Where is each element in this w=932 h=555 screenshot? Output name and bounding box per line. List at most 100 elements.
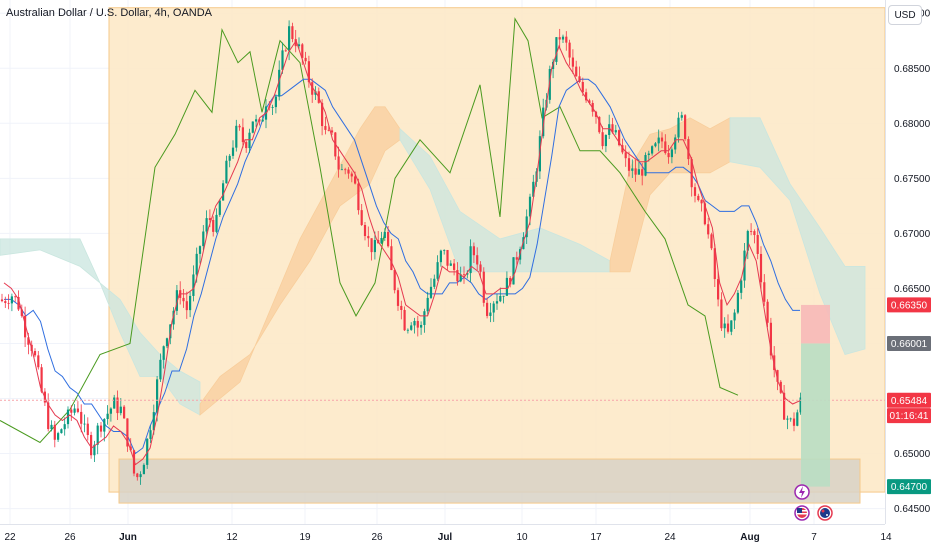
candle-body [581, 82, 584, 93]
conversion-line [3, 39, 801, 466]
candle-body [17, 297, 20, 310]
candle-body [486, 302, 489, 316]
candle-body [614, 130, 617, 133]
currency-button[interactable]: USD [888, 5, 922, 25]
cloud-segment-1 [0, 238, 201, 416]
cloud-segment-5 [729, 117, 866, 355]
candle-body [70, 409, 73, 413]
price-axis-tag: 0.65484 [887, 392, 931, 408]
candle-body [459, 274, 462, 282]
time-tick-label: Jun [119, 532, 137, 543]
candle-body [436, 262, 439, 279]
candle-body [637, 169, 640, 175]
candle-body [750, 231, 753, 232]
candle-body [631, 168, 634, 171]
price-tick-label: 0.67500 [894, 174, 931, 185]
candle-body [195, 253, 198, 275]
candle-body [769, 322, 772, 356]
candle-body [284, 50, 287, 52]
lightning-event-icon[interactable] [794, 484, 810, 500]
time-tick-label: 26 [64, 532, 76, 543]
candle-body [433, 278, 436, 287]
candle-body [297, 44, 301, 47]
au-flag-icon[interactable] [817, 505, 833, 521]
candle-body [367, 236, 370, 239]
time-tick-label: Jul [438, 532, 453, 543]
candle-body [453, 263, 456, 270]
candle-body [598, 116, 601, 133]
candle-body [766, 301, 769, 323]
time-tick-label: 10 [516, 532, 528, 543]
candle-body [142, 464, 145, 475]
time-axis[interactable]: 22 26 Jun 12 19 26 Jul 10 17 24 Aug 7 14 [4, 532, 892, 543]
candle-body [618, 130, 621, 146]
candle-body [684, 115, 687, 140]
candle-body [410, 325, 413, 330]
candle-body [274, 96, 277, 108]
candle-body [528, 196, 532, 217]
candlestick-series [0, 20, 802, 485]
candle-body [123, 406, 126, 419]
candle-body [403, 309, 406, 331]
candle-body [746, 231, 749, 251]
candle-body [621, 145, 624, 153]
candle-body [129, 446, 132, 451]
candle-body [103, 418, 106, 432]
candle-body [753, 231, 756, 236]
candle-body [420, 324, 423, 328]
candle-body [792, 418, 796, 426]
candle-body [690, 159, 693, 188]
candle-body [96, 425, 99, 445]
candle-body [677, 117, 680, 138]
candle-body [126, 418, 129, 447]
candle-body [713, 248, 716, 280]
candle-body [479, 264, 482, 272]
candle-body [611, 124, 614, 133]
lagging-span-line [0, 17, 739, 444]
candle-body [60, 429, 63, 434]
take-profit-zone[interactable] [801, 343, 830, 487]
candle-body [185, 301, 188, 311]
candle-body [222, 183, 225, 201]
candle-body [710, 234, 713, 249]
candle-body [136, 473, 139, 478]
symbol-title[interactable]: Australian Dollar / U.S. Dollar, 4h, OAN… [6, 7, 213, 19]
candle-body [786, 418, 789, 420]
candle-body [426, 297, 429, 312]
price-axis-tag: 0.66350 [887, 297, 931, 313]
candle-body [601, 132, 604, 147]
candle-body [509, 277, 512, 285]
us-flag-icon[interactable] [794, 505, 810, 521]
candle-body [660, 137, 664, 142]
price-axis-tag: 01:16:41 [887, 408, 931, 424]
candle-body [512, 257, 515, 285]
candle-body [258, 119, 261, 122]
candle-body [697, 195, 700, 201]
candle-body [149, 430, 152, 439]
candle-body [40, 367, 43, 392]
candle-body [542, 107, 545, 137]
candle-body [192, 274, 195, 296]
candle-body [703, 203, 706, 225]
candle-body [555, 37, 558, 62]
candle-body [235, 125, 238, 148]
svg-text:0.65484: 0.65484 [891, 396, 928, 407]
candle-body [248, 132, 251, 149]
candle-body [776, 370, 779, 382]
candle-body [383, 231, 386, 238]
candle-body [565, 36, 568, 43]
time-tick-label: 19 [299, 532, 311, 543]
candle-body [109, 408, 112, 414]
candle-body [363, 224, 367, 237]
candle-body [525, 216, 528, 238]
candle-body [116, 397, 119, 414]
candle-body [720, 299, 723, 329]
candle-body [717, 279, 720, 300]
candle-body [152, 412, 155, 431]
stop-loss-zone[interactable] [801, 304, 830, 344]
candle-body [456, 269, 459, 282]
candle-body [33, 351, 37, 356]
candle-body [462, 274, 466, 276]
candle-body [86, 423, 89, 436]
